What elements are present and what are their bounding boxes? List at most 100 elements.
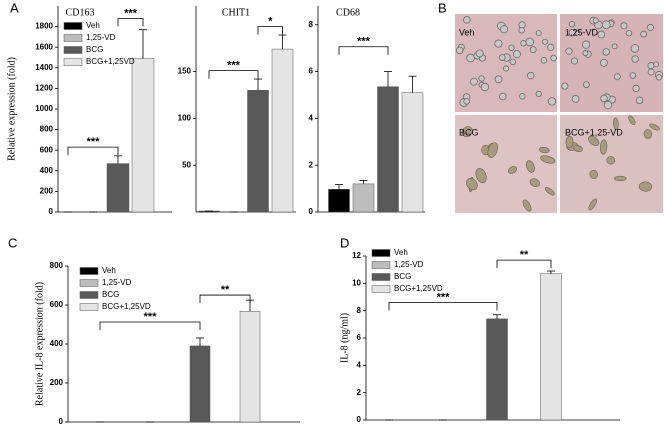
cell — [540, 155, 556, 164]
y-tick-label: 4 — [357, 360, 362, 369]
legend-swatch — [371, 273, 391, 281]
cells — [455, 16, 664, 212]
cell — [635, 96, 644, 105]
micrograph-label: Veh — [459, 27, 475, 37]
y-tick-label: 800 — [40, 125, 54, 134]
y-tick-label: 6 — [357, 333, 362, 342]
chart-title: CHIT1 — [222, 7, 250, 18]
legend-swatch — [79, 267, 99, 275]
cell — [547, 97, 557, 106]
cell — [507, 166, 517, 174]
y-tick-label: 4 — [309, 113, 314, 122]
significance-bracket — [117, 17, 144, 27]
cell — [525, 37, 535, 47]
y-tick-label: 0 — [59, 417, 64, 426]
y-tick-label: 400 — [50, 339, 64, 348]
y-tick-label: 200 — [40, 187, 54, 196]
significance-label: *** — [87, 136, 101, 148]
bar — [328, 189, 350, 213]
cell — [463, 98, 470, 105]
cell — [561, 82, 569, 90]
y-tick-label: 1000 — [35, 104, 53, 113]
micrograph-label: BCG+1,25-VD — [565, 127, 623, 137]
legend-label: Veh — [86, 21, 100, 30]
y-axis-label: Relative expression (fold) — [6, 57, 17, 161]
significance-bracket — [388, 302, 498, 311]
cell — [582, 81, 590, 88]
y-tick-label: 400 — [40, 166, 54, 175]
legend-swatch — [63, 58, 83, 66]
chart-title: CD163 — [66, 7, 95, 18]
significance-bracket — [67, 146, 119, 156]
cell — [542, 38, 548, 45]
significance-bracket — [99, 321, 201, 330]
panel-label: A — [10, 0, 19, 15]
bar — [401, 92, 424, 213]
legend-swatch — [79, 303, 99, 311]
micrograph-label: 1,25-VD — [565, 27, 599, 37]
cell — [620, 22, 628, 30]
cell — [544, 187, 555, 196]
y-tick-label: 0 — [49, 207, 54, 216]
legend-label: Veh — [102, 266, 116, 275]
cell — [573, 145, 583, 153]
significance-label: * — [268, 16, 273, 28]
cell — [535, 30, 542, 37]
y-tick-label: 0 — [309, 207, 314, 216]
y-tick-label: 600 — [50, 300, 64, 309]
y-tick-label: 12 — [352, 251, 361, 260]
cell — [535, 90, 542, 98]
cell — [599, 58, 608, 67]
y-tick-label: 2 — [309, 160, 314, 169]
y-tick-label: 200 — [50, 378, 64, 387]
cell — [478, 75, 485, 82]
significance-label: *** — [124, 7, 138, 19]
chart-title: CD68 — [336, 7, 360, 18]
legend-label: BCG — [102, 290, 119, 299]
cell — [643, 129, 653, 139]
cell — [600, 94, 608, 103]
bar — [486, 318, 508, 421]
significance-label: *** — [437, 291, 451, 303]
cell — [568, 20, 576, 28]
cell — [565, 47, 573, 55]
cell — [588, 198, 597, 211]
cell — [647, 62, 655, 70]
cell — [475, 167, 487, 184]
bar — [106, 163, 130, 213]
cell — [529, 46, 537, 54]
cell — [571, 95, 580, 103]
legend-label: 1,25-VD — [102, 278, 132, 287]
bar — [189, 345, 211, 423]
cell — [499, 92, 507, 101]
cell — [629, 72, 637, 79]
cell — [565, 135, 574, 149]
cell — [461, 126, 473, 138]
y-tick-label: 150 — [178, 67, 192, 76]
y-tick-label: 6 — [309, 67, 314, 76]
cell — [646, 23, 654, 31]
y-tick-label: 1200 — [35, 84, 53, 93]
cell — [540, 57, 548, 64]
cell — [638, 181, 653, 192]
legend-swatch — [63, 46, 83, 54]
y-axis-label: IL-8 (ng/ml) — [339, 313, 350, 363]
panel-label: D — [340, 235, 349, 250]
panel-label: B — [438, 0, 447, 15]
cell — [529, 178, 541, 188]
cell — [547, 43, 555, 51]
cell — [499, 25, 509, 34]
y-tick-label: 1400 — [35, 63, 53, 72]
cell — [628, 115, 636, 125]
cell — [603, 100, 613, 110]
significance-bracket — [257, 26, 283, 35]
cell — [519, 93, 526, 100]
cell — [539, 146, 550, 154]
bar — [247, 90, 269, 213]
cell — [518, 27, 525, 34]
legend-label: 1,25-VD — [86, 33, 116, 42]
cell — [570, 57, 578, 65]
bar — [540, 273, 562, 421]
bar — [131, 58, 155, 213]
significance-label: *** — [227, 60, 241, 72]
